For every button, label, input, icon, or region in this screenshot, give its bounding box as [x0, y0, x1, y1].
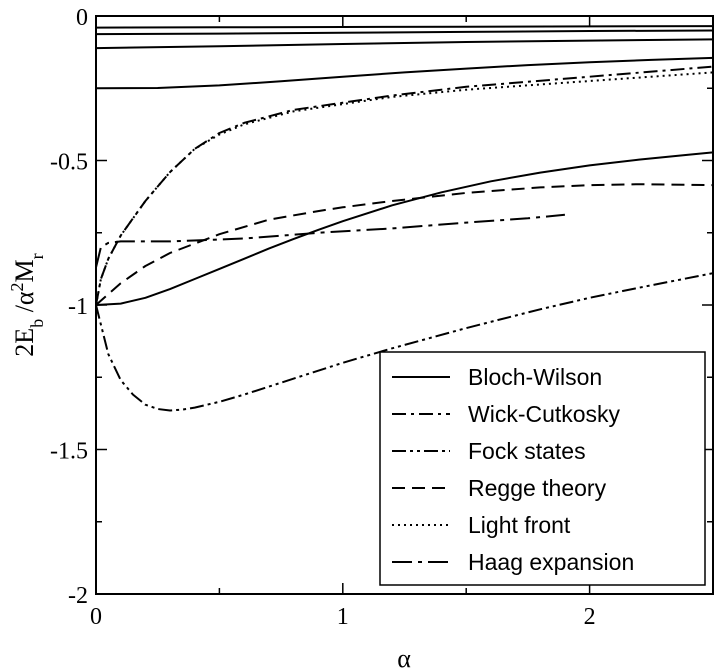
tick-layer: 0 1 2 0 -0.5 -1 -1.5 -2 [50, 5, 713, 630]
y-axis-title-part: r [27, 253, 47, 259]
y-axis-title: 2Eb /α2Mr [7, 253, 47, 356]
y-tick-label: -2 [68, 583, 88, 609]
y-tick-label: -1.5 [50, 439, 88, 465]
legend-label: Bloch-Wilson [468, 364, 602, 390]
series-line-dash-dot-dot [96, 272, 713, 412]
series-line-dotted [96, 71, 713, 306]
legend-label: Wick-Cutkosky [468, 401, 621, 427]
series-line-dash-dot [96, 65, 713, 306]
series-line-dashed [96, 183, 713, 306]
series-line-solid [96, 38, 713, 50]
series-line-solid [96, 29, 713, 36]
x-axis-title: α [397, 644, 411, 670]
legend: Bloch-Wilson Wick-Cutkosky Fock states Regg… [379, 351, 706, 586]
y-tick-label: -0.5 [50, 150, 88, 176]
series-line-long-dash-dot [96, 213, 565, 268]
x-tick-label: 2 [584, 604, 596, 630]
x-tick-label: 0 [90, 604, 102, 630]
y-tick-label: 0 [76, 5, 88, 31]
y-axis-title-part: b [27, 319, 47, 328]
series-line-solid [96, 25, 713, 29]
legend-label: Regge theory [468, 475, 607, 501]
legend-label: Fock states [468, 438, 586, 464]
y-axis-title-part: /α [10, 291, 39, 319]
y-axis-title-part: M [10, 259, 39, 282]
series-line-solid [96, 151, 713, 306]
y-axis-title-part: 2 [7, 282, 27, 291]
legend-box [379, 351, 706, 586]
legend-label: Haag expansion [468, 549, 634, 575]
legend-label: Light front [468, 512, 571, 538]
series-layer [96, 25, 713, 412]
y-axis-title-part: 2E [10, 328, 39, 357]
y-tick-label: -1 [68, 294, 88, 320]
x-tick-label: 1 [337, 604, 349, 630]
series-line-solid [96, 56, 713, 90]
